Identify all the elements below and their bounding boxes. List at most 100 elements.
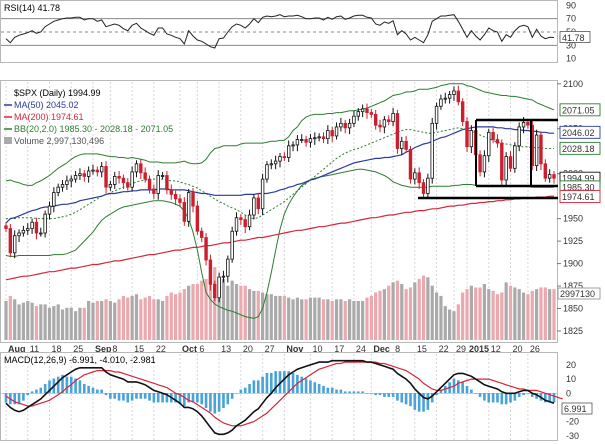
candle [408,145,413,184]
rsi-value-tag: 41.78 [559,31,591,43]
candle [147,175,152,194]
svg-text:2046.02: 2046.02 [562,128,595,138]
volume-bar [387,285,391,340]
macd-hist-bar [109,393,112,399]
macd-hist-bar [126,393,130,403]
candle [369,108,374,118]
macd-hist-bar [122,393,125,401]
volume-bar [195,284,199,340]
volume-bar [465,289,469,340]
volume-bar [530,290,534,340]
candle [113,171,117,189]
volume-bar [500,292,504,340]
volume-bar [95,301,99,340]
candle [326,125,330,145]
macd-hist-bar [26,393,30,396]
volume-bar [469,285,473,340]
volume-bar [343,301,347,340]
candle [243,215,247,234]
macd-hist-bar [156,393,160,403]
macd-hist-bar [87,385,90,394]
macd-hist-bar [152,393,156,403]
candle [347,118,352,135]
candle [56,183,60,197]
macd-hist-bar [191,393,195,403]
macd-hist-bar [265,372,269,394]
candle [82,170,86,182]
candle [65,175,69,190]
volume-bar [143,297,147,340]
volume-bar [374,292,378,340]
candle [182,197,187,226]
candle [221,270,226,283]
price-tick-label: 1900 [563,259,583,269]
macd-hist-bar [204,393,208,408]
x-axis-label: Dec [373,344,390,354]
macd-hist-bar [117,393,121,401]
volume-bar [260,292,265,340]
macd-hist-bar [213,393,217,414]
volume-bar [321,299,326,340]
macd-hist-bar [248,384,251,394]
macd-hist-bar [91,387,95,394]
macd-hist-bar [430,393,434,403]
macd-hist-bar [417,393,421,412]
macd-hist-bar [317,384,321,394]
macd-hist-bar [478,393,482,397]
candle [456,85,461,106]
volume-bar [513,287,517,340]
volume-bar [395,280,400,340]
x-axis-label: 15 [417,344,427,354]
candle [143,167,147,183]
candle [421,179,426,198]
x-axis-label: 13 [221,344,231,354]
price-pane: $SPX (Daily) 1994.99 MA(50) 2045.02 MA(2… [0,79,601,354]
macd-hist-bar [291,372,295,394]
volume-bar [160,301,165,340]
candle [191,188,195,213]
macd-hist-bar [352,391,356,394]
volume-bar [291,299,295,340]
x-axis-label: 8 [112,344,117,354]
candle [321,132,326,144]
candle [373,109,378,130]
macd-hist-bar [187,393,190,403]
macd-hist-bar [356,391,360,394]
volume-bar [239,285,243,340]
candle [547,169,552,183]
x-axis-label: 25 [73,344,83,354]
volume-bar [21,302,26,340]
macd-hist-bar [178,393,182,405]
candle [39,227,43,237]
x-axis-label: 12 [491,344,501,354]
volume-bar [165,295,169,340]
candle [265,161,269,183]
macd-hist-bar [535,393,538,399]
x-axis-label: 20 [243,344,253,354]
candle [291,141,295,152]
candle [382,116,387,134]
macd-hist-bar [61,374,64,394]
volume-bar [526,294,530,340]
macd-hist-bar [365,393,369,394]
candle [156,170,160,200]
price-tick-label: 1950 [563,214,583,224]
candle [452,86,456,101]
candle [360,104,365,118]
macd-hist-bar [287,371,291,394]
ma50-line [5,126,554,224]
candle [73,170,78,183]
volume-bar [334,299,339,340]
candle [395,109,400,154]
candle [213,280,217,302]
macd-hist-bar [65,376,69,394]
macd-hist-bar [226,393,230,405]
volume-bar [434,292,439,340]
volume-bar [200,280,204,340]
macd-hist-bar [256,380,260,394]
bollinger-lower-line [5,168,554,319]
volume-bar [43,304,47,340]
candle [78,168,82,180]
candle [173,190,178,206]
